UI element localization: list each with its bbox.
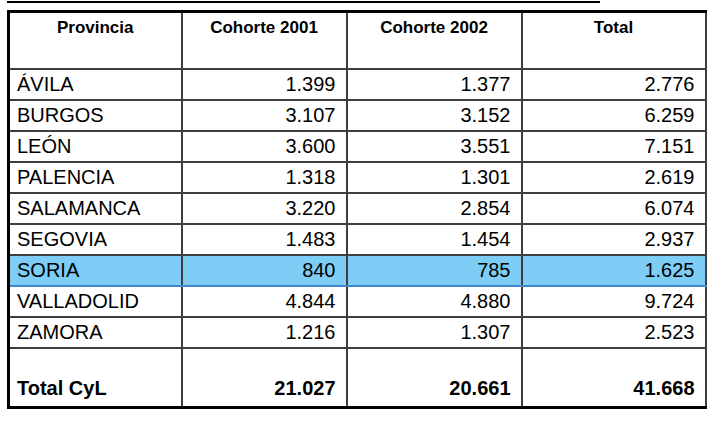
table-row-soria-highlighted: SORIA 840 785 1.625 <box>9 255 706 286</box>
column-header-cohorte-2001: Cohorte 2001 <box>182 12 347 69</box>
province-cell: SEGOVIA <box>9 224 182 255</box>
cohorte-2001-cell: 4.844 <box>182 286 347 317</box>
cohorte-2002-cell: 1.454 <box>347 224 522 255</box>
table-row-burgos: BURGOS 3.107 3.152 6.259 <box>9 100 706 131</box>
cohorte-2001-cell: 840 <box>182 255 347 286</box>
cohorte-2002-cell: 1.307 <box>347 317 522 348</box>
total-cell: 1.625 <box>522 255 706 286</box>
cohorte-2002-cell: 1.301 <box>347 162 522 193</box>
cohorte-2001-cell: 1.483 <box>182 224 347 255</box>
table-row-salamanca: SALAMANCA 3.220 2.854 6.074 <box>9 193 706 224</box>
province-cell: BURGOS <box>9 100 182 131</box>
total-cohorte-2001-cell: 21.027 <box>182 348 347 408</box>
cohorte-2002-cell: 785 <box>347 255 522 286</box>
table-row-leon: LEÓN 3.600 3.551 7.151 <box>9 131 706 162</box>
column-header-cohorte-2002: Cohorte 2002 <box>347 12 522 69</box>
header-row: Provincia Cohorte 2001 Cohorte 2002 Tota… <box>9 12 706 69</box>
table-row-zamora: ZAMORA 1.216 1.307 2.523 <box>9 317 706 348</box>
province-cell: PALENCIA <box>9 162 182 193</box>
total-cell: 2.523 <box>522 317 706 348</box>
province-cell: ZAMORA <box>9 317 182 348</box>
total-label-cell: Total CyL <box>9 348 182 408</box>
table-row-avila: ÁVILA 1.399 1.377 2.776 <box>9 69 706 100</box>
cohort-table: Provincia Cohorte 2001 Cohorte 2002 Tota… <box>7 10 707 409</box>
province-cell: ÁVILA <box>9 69 182 100</box>
cohorte-2001-cell: 1.318 <box>182 162 347 193</box>
column-header-provincia: Provincia <box>9 12 182 69</box>
total-cell: 6.074 <box>522 193 706 224</box>
cohorte-2001-cell: 3.220 <box>182 193 347 224</box>
province-cell: SORIA <box>9 255 182 286</box>
province-cell: LEÓN <box>9 131 182 162</box>
cohorte-2002-cell: 1.377 <box>347 69 522 100</box>
cohorte-2001-cell: 3.107 <box>182 100 347 131</box>
cohorte-2002-cell: 4.880 <box>347 286 522 317</box>
cohorte-2001-cell: 1.399 <box>182 69 347 100</box>
table-row-valladolid: VALLADOLID 4.844 4.880 9.724 <box>9 286 706 317</box>
cohort-table-container: Provincia Cohorte 2001 Cohorte 2002 Tota… <box>7 10 704 409</box>
column-header-total: Total <box>522 12 706 69</box>
total-cell: 2.937 <box>522 224 706 255</box>
cohorte-2002-cell: 3.551 <box>347 131 522 162</box>
total-cell: 6.259 <box>522 100 706 131</box>
total-grand-cell: 41.668 <box>522 348 706 408</box>
cohorte-2001-cell: 1.216 <box>182 317 347 348</box>
total-cell: 9.724 <box>522 286 706 317</box>
total-cell: 7.151 <box>522 131 706 162</box>
table-row-palencia: PALENCIA 1.318 1.301 2.619 <box>9 162 706 193</box>
cohorte-2002-cell: 2.854 <box>347 193 522 224</box>
top-rule-divider <box>7 1 600 3</box>
province-cell: VALLADOLID <box>9 286 182 317</box>
cohorte-2002-cell: 3.152 <box>347 100 522 131</box>
total-cell: 2.619 <box>522 162 706 193</box>
table-row-segovia: SEGOVIA 1.483 1.454 2.937 <box>9 224 706 255</box>
total-cohorte-2002-cell: 20.661 <box>347 348 522 408</box>
table-row-total-cyl: Total CyL 21.027 20.661 41.668 <box>9 348 706 408</box>
province-cell: SALAMANCA <box>9 193 182 224</box>
page: Provincia Cohorte 2001 Cohorte 2002 Tota… <box>0 0 714 424</box>
cohorte-2001-cell: 3.600 <box>182 131 347 162</box>
total-cell: 2.776 <box>522 69 706 100</box>
